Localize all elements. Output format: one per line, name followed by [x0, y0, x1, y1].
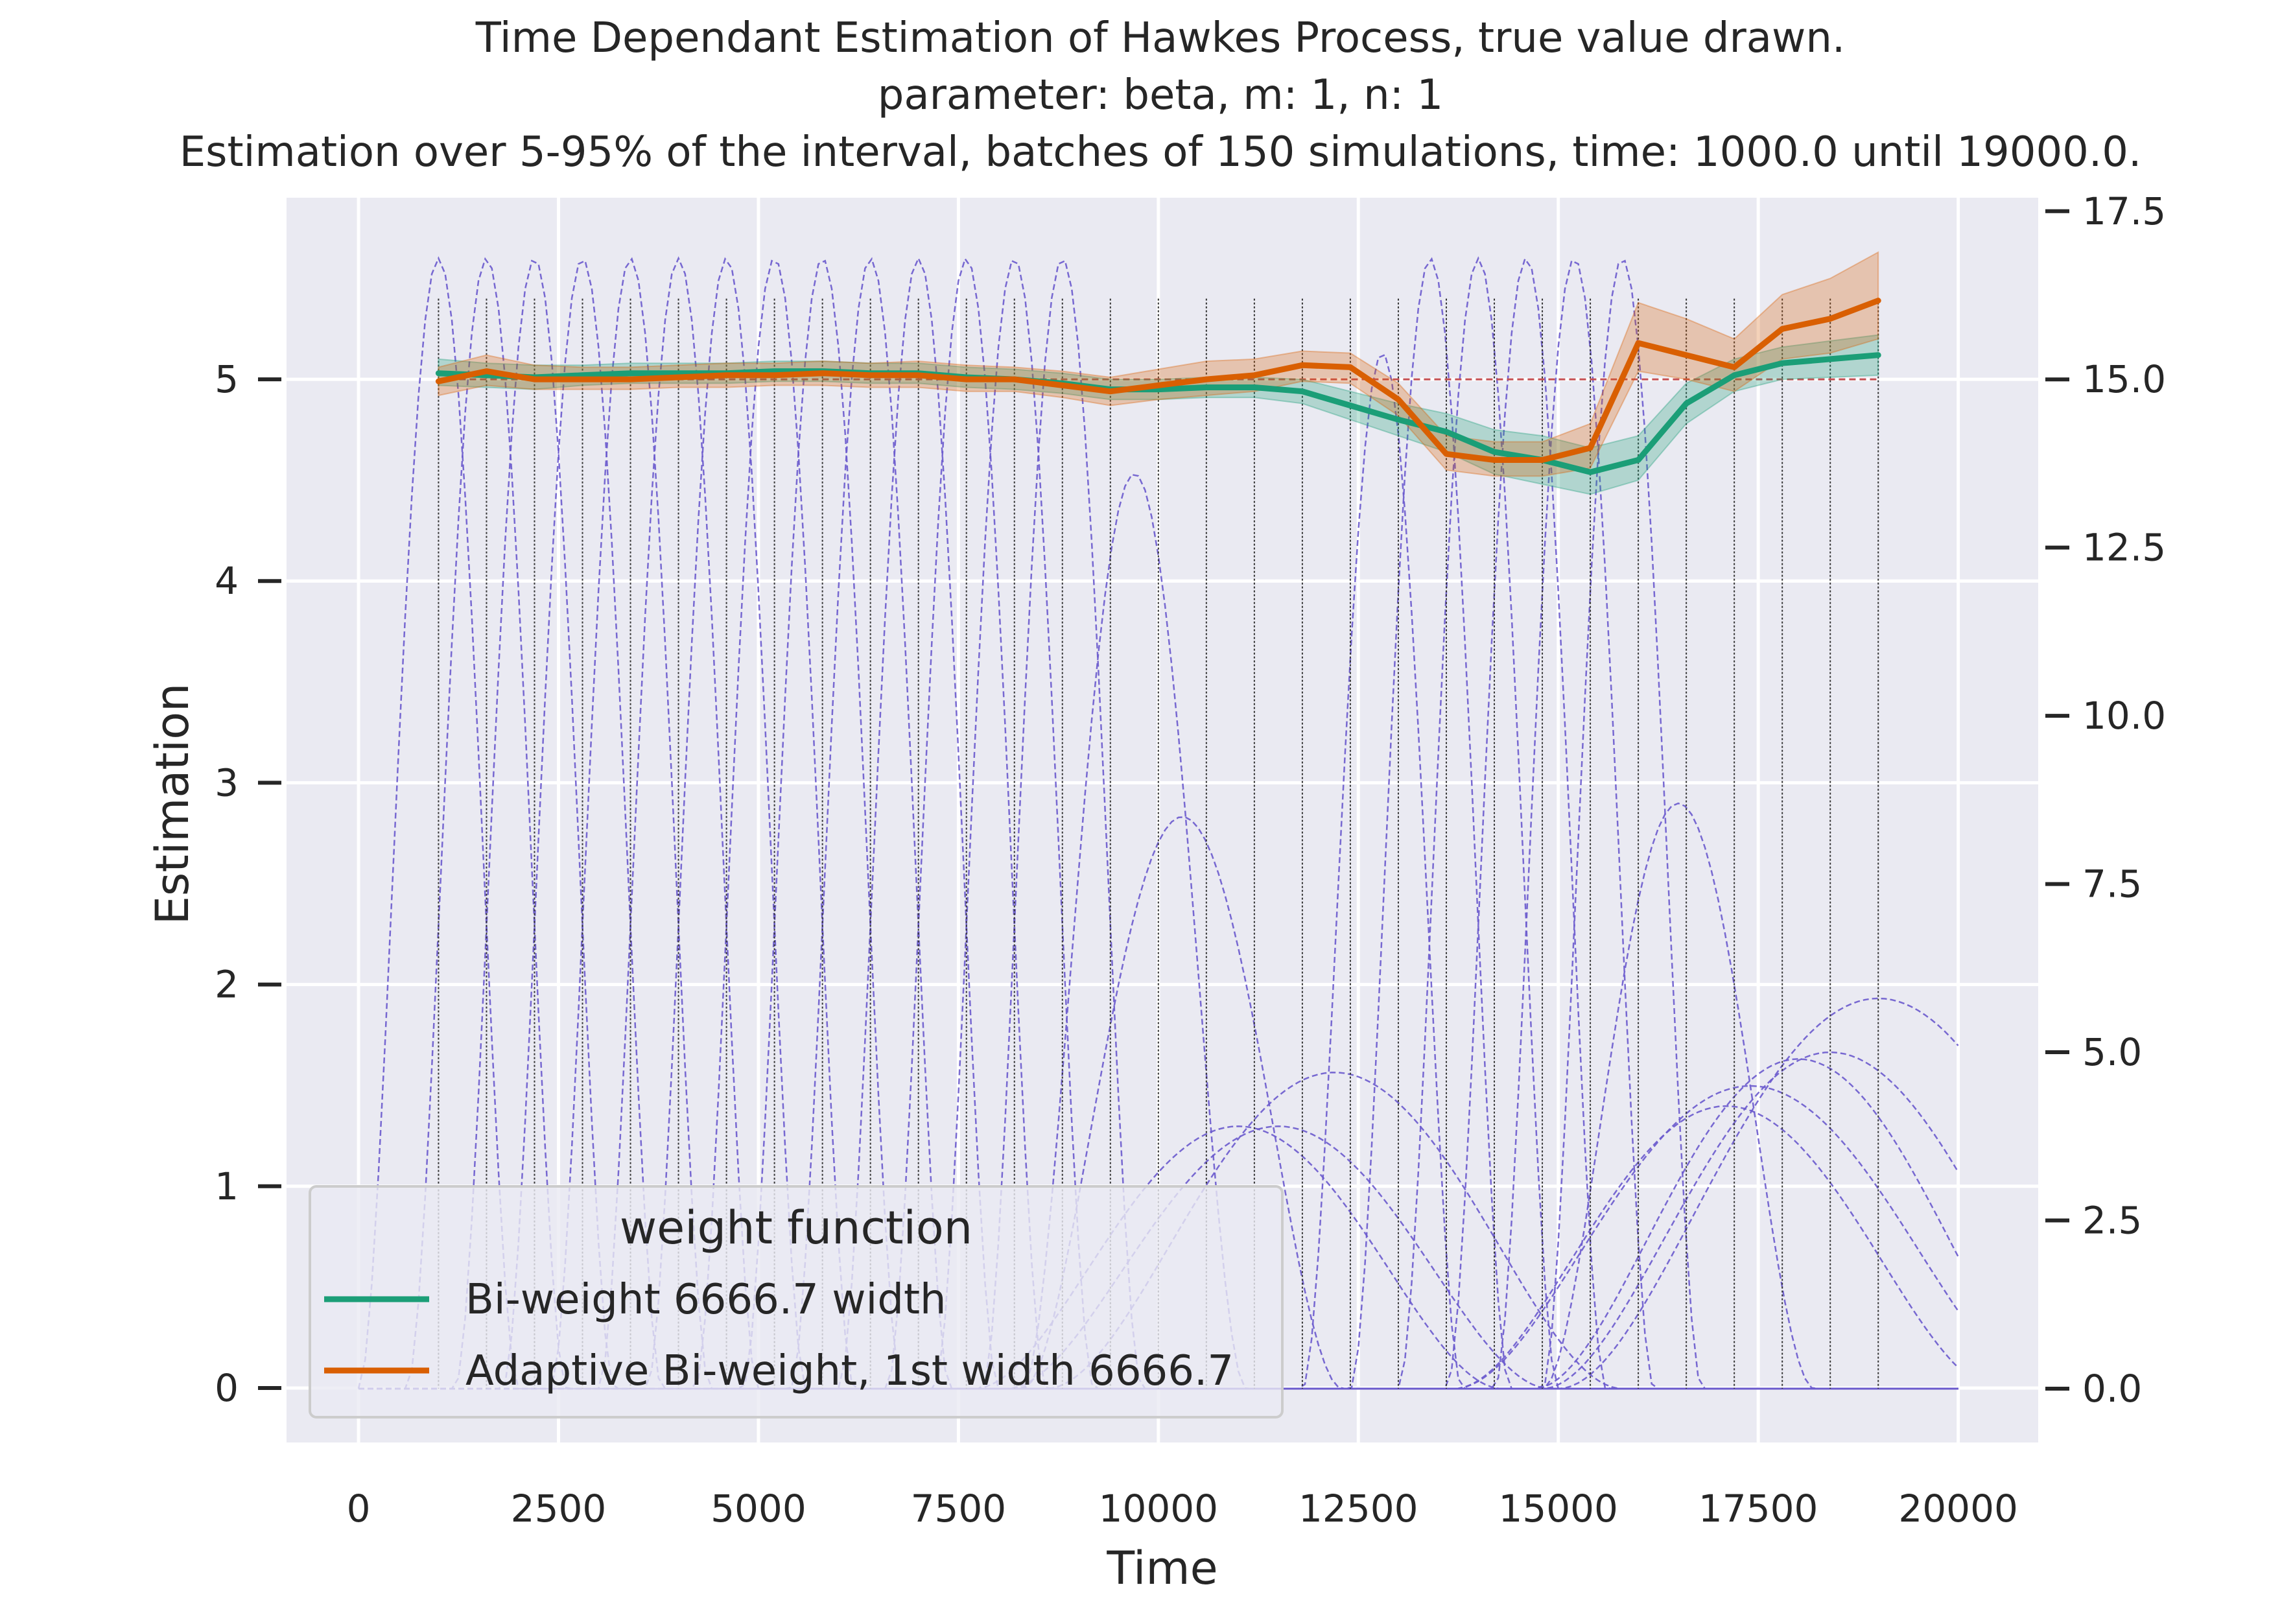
x-tick-label-8: 20000 — [1898, 1487, 2018, 1531]
chart-title-line-2: parameter: beta, m: 1, n: 1 — [878, 71, 1444, 119]
x-axis-ticks: 0 2500 5000 7500 10000 12500 15000 17500 20000 — [347, 1487, 2018, 1531]
chart-title: Time Dependant Estimation of Hawkes Proc… — [180, 14, 2142, 176]
y-tick-label-0: 0 — [215, 1366, 239, 1410]
y-tick-label-2: 2 — [215, 963, 239, 1007]
y2-tick-label-6: 15.0 — [2082, 357, 2166, 401]
x-tick-label-1: 2500 — [511, 1487, 607, 1531]
legend: weight function Bi-weight 6666.7 width A… — [309, 1185, 1284, 1418]
y2-tick-label-1: 2.5 — [2082, 1199, 2142, 1243]
x-tick-label-4: 10000 — [1099, 1487, 1219, 1531]
y2-tick-label-3: 7.5 — [2082, 862, 2142, 906]
x-tick-label-0: 0 — [347, 1487, 371, 1531]
x-tick-label-3: 7500 — [911, 1487, 1007, 1531]
chart-title-line-1: Time Dependant Estimation of Hawkes Proc… — [475, 14, 1845, 62]
legend-entry-bi-weight: Bi-weight 6666.7 width — [465, 1276, 946, 1324]
y2-tick-label-0: 0.0 — [2082, 1367, 2142, 1411]
y-tick-label-3: 3 — [215, 760, 239, 805]
y2-axis-ticks: 0.0 2.5 5.0 7.5 10.0 12.5 15.0 17.5 — [2045, 189, 2166, 1411]
y2-tick-label-7: 17.5 — [2082, 189, 2166, 233]
x-tick-label-5: 12500 — [1299, 1487, 1418, 1531]
y2-tick-label-5: 12.5 — [2082, 526, 2166, 570]
legend-entry-adaptive-bi-weight: Adaptive Bi-weight, 1st width 6666.7 — [465, 1347, 1234, 1395]
confidence-band-1 — [438, 251, 1879, 477]
series-lines — [435, 298, 1881, 475]
series-line-0 — [435, 352, 1881, 475]
series-line-1 — [435, 298, 1881, 463]
y-axis-label: Estimation — [146, 683, 199, 925]
x-axis-label: Time — [1106, 1542, 1217, 1595]
x-tick-label-6: 15000 — [1498, 1487, 1618, 1531]
x-tick-label-2: 5000 — [711, 1487, 806, 1531]
chart-title-line-3: Estimation over 5-95% of the interval, b… — [180, 128, 2142, 176]
legend-title: weight function — [620, 1201, 972, 1254]
legend-box — [309, 1185, 1284, 1418]
y-axis-ticks: 0 1 2 3 4 5 — [215, 357, 281, 1410]
y2-tick-label-4: 10.0 — [2082, 694, 2166, 738]
y-tick-label-1: 1 — [215, 1164, 239, 1208]
y-tick-label-4: 4 — [215, 559, 239, 603]
x-tick-label-7: 17500 — [1699, 1487, 1818, 1531]
y2-tick-label-2: 5.0 — [2082, 1030, 2142, 1074]
y-tick-label-5: 5 — [215, 357, 239, 401]
estimation-time-markers — [438, 298, 1879, 1389]
